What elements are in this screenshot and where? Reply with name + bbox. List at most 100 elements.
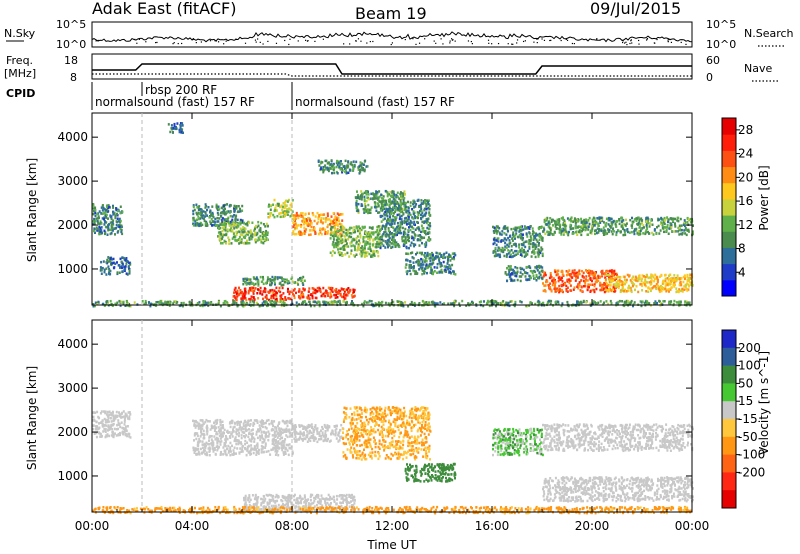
heatmap-cell <box>397 208 400 212</box>
heatmap-cell <box>615 277 618 280</box>
noise-search-dot <box>181 42 183 45</box>
noise-search-dot <box>442 43 444 45</box>
heatmap-cell <box>398 245 401 249</box>
heatmap-cell <box>304 217 306 221</box>
heatmap-cell <box>423 260 426 263</box>
heatmap-cell <box>341 168 344 171</box>
heatmap-cell <box>656 301 658 305</box>
heatmap-cell <box>643 283 646 286</box>
heatmap-cell <box>394 233 397 237</box>
heatmap-cell <box>575 277 578 280</box>
heatmap-cell <box>414 228 417 231</box>
heatmap-cell <box>173 122 176 126</box>
heatmap-cell <box>294 223 297 226</box>
heatmap-cell <box>260 221 263 225</box>
heatmap-cell <box>407 229 410 232</box>
heatmap-cell <box>425 243 428 247</box>
heatmap-cell <box>525 278 528 281</box>
heatmap-cell <box>339 238 342 241</box>
heatmap-cell <box>677 226 680 230</box>
heatmap-cell <box>331 164 333 168</box>
heatmap-cell <box>683 285 686 288</box>
heatmap-cell <box>234 239 237 242</box>
noise-search-dot <box>599 39 601 41</box>
heatmap-cell <box>179 124 182 128</box>
heatmap-cell <box>123 423 126 426</box>
heatmap-cell <box>538 266 541 270</box>
heatmap-cell <box>604 286 607 289</box>
noise-sky-line <box>91 31 693 43</box>
heatmap-cell <box>648 225 651 228</box>
heatmap-cell <box>181 128 184 131</box>
heatmap-cell <box>516 266 519 270</box>
heatmap-cell <box>537 255 540 258</box>
heatmap-cell <box>387 227 390 230</box>
heatmap-cell <box>670 280 673 283</box>
heatmap-cell <box>391 201 394 205</box>
heatmap-cell <box>367 211 369 215</box>
heatmap-cell <box>607 302 610 306</box>
heatmap-cell <box>312 291 315 294</box>
heatmap-cell <box>325 232 328 235</box>
heatmap-cell <box>273 278 276 281</box>
heatmap-cell <box>686 273 689 277</box>
heatmap-cell <box>356 235 359 238</box>
heatmap-cell <box>266 297 268 300</box>
heatmap-cell <box>591 223 594 226</box>
heatmap-cell <box>571 269 574 273</box>
heatmap-cell <box>240 238 243 241</box>
heatmap-cell <box>658 290 661 293</box>
heatmap-cell <box>607 289 609 292</box>
heatmap-cell <box>262 297 264 301</box>
heatmap-cell <box>276 277 279 281</box>
heatmap-cell <box>241 230 244 234</box>
heatmap-cell <box>385 207 388 211</box>
heatmap-cell <box>404 205 407 209</box>
heatmap-cell <box>559 223 562 227</box>
heatmap-cell <box>326 162 329 165</box>
heatmap-cell <box>498 231 501 234</box>
heatmap-cell <box>340 227 343 230</box>
heatmap-cell <box>314 230 317 234</box>
heatmap-cell <box>623 301 626 304</box>
heatmap-cell <box>217 205 220 208</box>
heatmap-cell <box>670 286 673 290</box>
heatmap-cell <box>335 165 338 169</box>
heatmap-cell <box>359 252 362 256</box>
heatmap-cell <box>685 287 688 291</box>
heatmap-cell <box>108 268 111 271</box>
heatmap-cell <box>359 227 361 230</box>
heatmap-cell <box>325 216 328 220</box>
heatmap-cell <box>275 286 278 290</box>
heatmap-cell <box>691 283 694 287</box>
heatmap-cell <box>514 233 517 237</box>
heatmap-cell <box>383 199 386 203</box>
heatmap-cell <box>494 238 497 242</box>
heatmap-cell <box>436 302 439 305</box>
heatmap-cell <box>454 300 457 303</box>
heatmap-cell <box>399 221 402 224</box>
heatmap-cell <box>534 266 537 269</box>
heatmap-cell <box>438 261 441 264</box>
heatmap-cell <box>102 424 105 427</box>
heatmap-cell <box>262 290 265 293</box>
heatmap-cell <box>562 216 564 219</box>
heatmap-cell <box>595 278 598 282</box>
heatmap-cell <box>438 259 441 262</box>
heatmap-cell <box>453 257 456 261</box>
heatmap-cell <box>673 285 676 288</box>
heatmap-cell <box>327 230 330 233</box>
heatmap-cell <box>239 239 241 242</box>
heatmap-cell <box>292 293 294 296</box>
heatmap-cell <box>288 290 291 294</box>
freq-panel: Freq. [MHz] 18 8 60 0 Nave <box>4 53 778 84</box>
heatmap-cell <box>363 247 366 250</box>
heatmap-cell <box>378 240 381 243</box>
heatmap-cell <box>341 171 344 174</box>
heatmap-cell <box>337 213 340 217</box>
heatmap-cell <box>392 240 395 243</box>
heatmap-cell <box>118 223 120 227</box>
heatmap-cell <box>683 288 686 291</box>
heatmap-cell <box>375 246 378 249</box>
heatmap-cell <box>92 207 95 210</box>
